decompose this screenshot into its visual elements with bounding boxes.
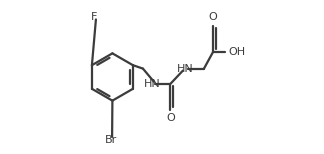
- Text: F: F: [91, 12, 97, 22]
- Text: Br: Br: [105, 135, 117, 145]
- Text: O: O: [166, 113, 175, 123]
- Text: HN: HN: [177, 64, 194, 74]
- Text: HN: HN: [144, 79, 160, 89]
- Text: O: O: [209, 12, 217, 22]
- Text: OH: OH: [228, 47, 246, 57]
